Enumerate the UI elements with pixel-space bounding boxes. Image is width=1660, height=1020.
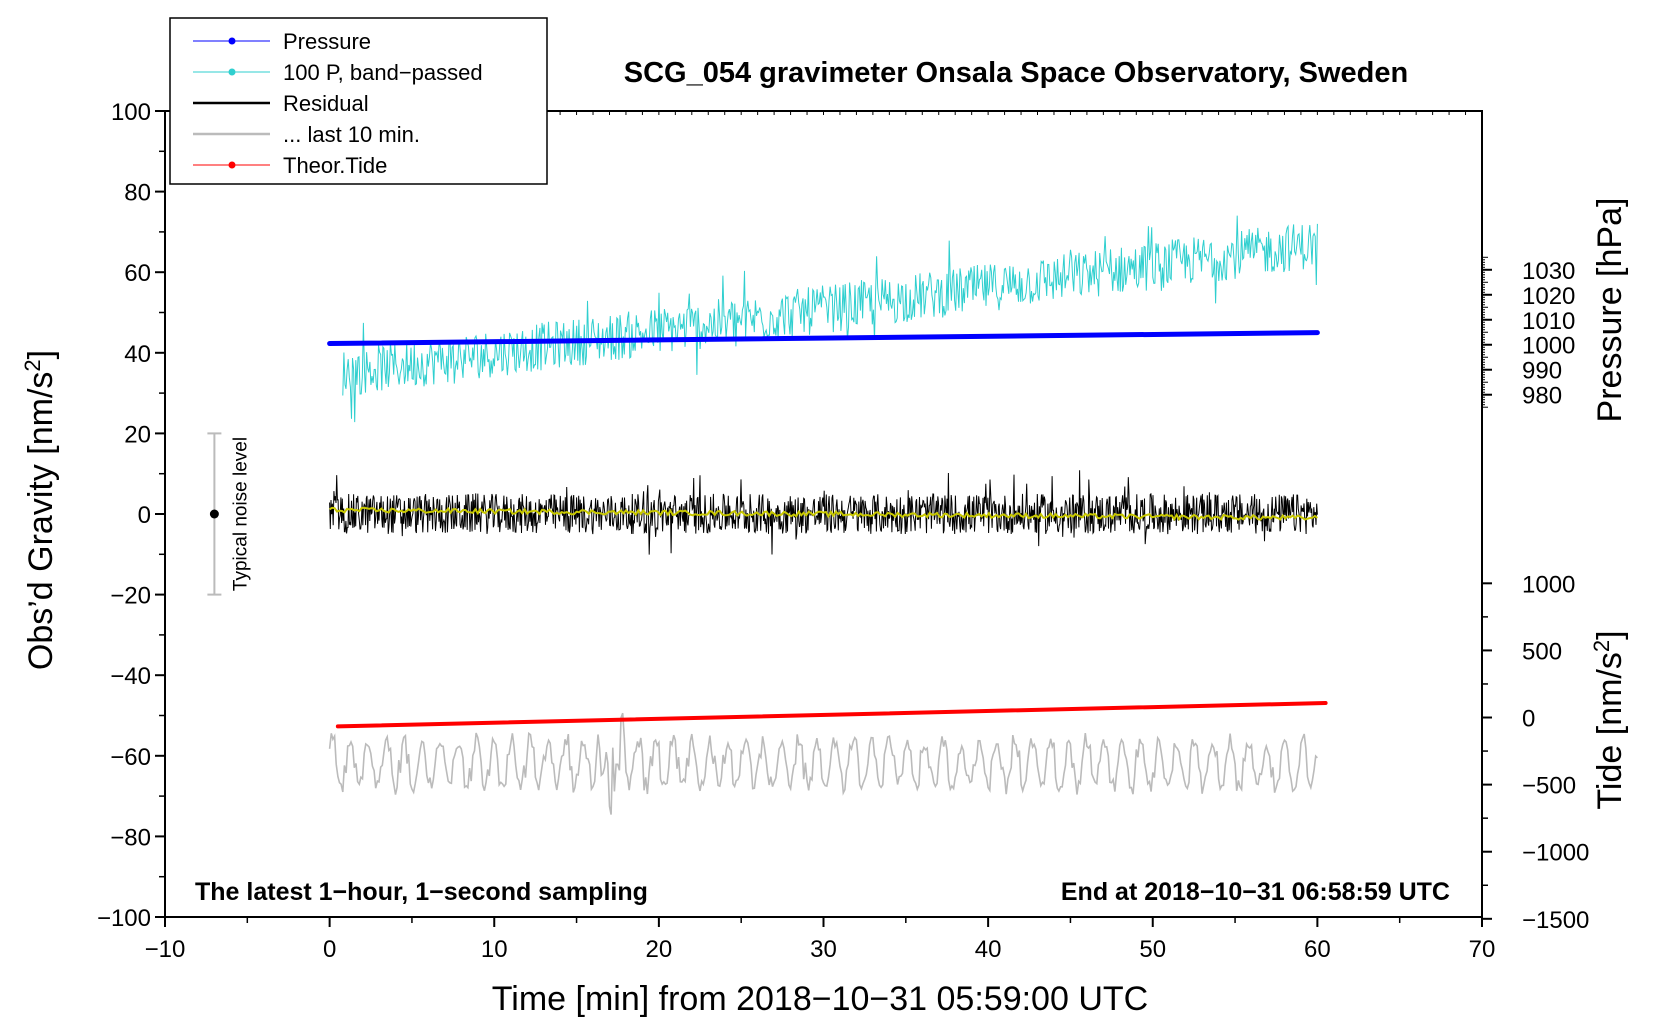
y-tick-label: 0 [138,502,151,529]
pressure-tick-label: 1010 [1522,308,1575,335]
pressure-tick-label: 1020 [1522,283,1575,310]
x-tick-label: 20 [646,936,673,963]
y-tick-label: −60 [110,744,151,771]
tide-axis-label-sup: 2 [1589,640,1614,652]
pressure-tick-label: 990 [1522,358,1562,385]
legend-swatch-dot [228,161,236,169]
y-axis-label-sup: 2 [20,359,45,371]
tide-tick-label: 500 [1522,638,1562,665]
tide-axis-label-base: Tide [nm/s [1591,652,1629,809]
legend-swatch-dot [228,37,236,45]
x-tick-label: 10 [481,936,508,963]
legend-label: ... last 10 min. [283,122,420,147]
y-axis-gravity: −100 −80 −60 −40 −20 0 20 40 60 80 100 [97,99,165,932]
pressure-tick-label: 1000 [1522,333,1575,360]
legend: Pressure 100 P, band−passed Residual ... la… [169,17,548,185]
chart-title: SCG_054 gravimeter Onsala Space Observat… [624,57,1408,89]
y-tick-label: 100 [111,99,151,126]
x-tick-label: 40 [975,936,1002,963]
band-passed-pressure-line [342,215,1318,423]
y-tick-label: 40 [124,341,151,368]
legend-box [169,17,548,185]
y-tick-label: −40 [110,663,151,690]
residual-line [329,470,1318,555]
x-axis: −10 0 10 20 30 40 50 60 70 [145,917,1496,963]
y-tick-label: −20 [110,583,151,610]
y-axis-tide: −1500 −1000 −500 0 500 1000 [1482,571,1589,934]
tide-tick-label: 1000 [1522,571,1575,598]
noise-bar-center-dot [209,509,219,519]
residual-smoothed-line [329,506,1319,522]
noise-bar: Typical noise level [207,432,251,596]
x-tick-label: 30 [810,936,837,963]
y-tick-label: 60 [124,260,151,287]
y-tick-label: 20 [124,421,151,448]
x-axis-label: Time [min] from 2018−10−31 05:59:00 UTC [492,980,1148,1018]
noise-bar-label: Typical noise level [230,437,251,591]
pressure-tick-label: 980 [1522,383,1562,410]
annotation-sampling: The latest 1−hour, 1−second sampling [195,878,648,906]
tide-tick-label: −1000 [1522,840,1589,867]
tide-axis-label: Tide [nm/s2] [1589,630,1629,809]
legend-label: 100 P, band−passed [283,60,483,85]
y-tick-label: −100 [97,905,151,932]
legend-label: Theor.Tide [283,153,387,178]
legend-label: Residual [283,91,369,116]
x-tick-label: −10 [145,936,186,963]
series-layer [327,215,1328,815]
x-tick-label: 60 [1304,936,1331,963]
tide-tick-label: −1500 [1522,907,1589,934]
pressure-axis-label: Pressure [hPa] [1591,198,1629,423]
annotation-end-time: End at 2018−10−31 06:58:59 UTC [1061,878,1450,906]
tide-axis-label-end: ] [1591,630,1629,639]
theor-tide-line [335,701,1328,729]
legend-swatch-dot [228,68,236,76]
y-tick-label: 80 [124,180,151,207]
y-tick-label: −80 [110,824,151,851]
x-tick-label: 70 [1469,936,1496,963]
last-10-min-line [328,712,1318,815]
legend-label: Pressure [283,29,371,54]
x-tick-label: 50 [1139,936,1166,963]
pressure-tick-label: 1030 [1522,258,1575,285]
y-axis-label-base: Obs’d Gravity [nm/s [22,372,60,671]
x-tick-label: 0 [323,936,336,963]
tide-tick-label: 0 [1522,706,1535,733]
y-axis-label: Obs’d Gravity [nm/s2] [20,350,60,670]
pressure-line [327,330,1320,347]
y-axis-label-end: ] [22,350,60,359]
tide-tick-label: −500 [1522,773,1576,800]
